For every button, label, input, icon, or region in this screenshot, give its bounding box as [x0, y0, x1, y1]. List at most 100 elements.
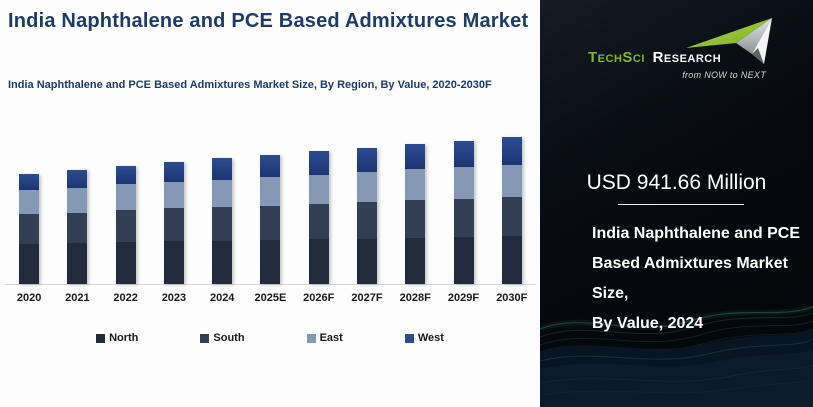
x-tick-label: 2022: [113, 292, 138, 304]
market-description-line: By Value, 2024: [592, 315, 704, 332]
x-tick-label: 2021: [65, 292, 90, 304]
bar-segment-south: [260, 205, 281, 241]
bar-stack: [405, 144, 426, 284]
x-axis-labels: 2020 2021 2022 2023 2024 2025E 2026F 2027F 2028F…: [5, 292, 536, 304]
legend-label: South: [213, 332, 245, 344]
bar-segment-east: [115, 184, 136, 211]
bar-segment-west: [501, 137, 522, 166]
bar-segment-east: [19, 190, 40, 214]
legend-marker-north: [96, 333, 106, 343]
market-description-line: India Naphthalene and PCE: [592, 225, 801, 242]
x-tick-label: 2027F: [351, 292, 383, 304]
divider-line: [618, 204, 744, 205]
legend-label: West: [417, 332, 444, 344]
bar-segment-west: [212, 158, 233, 180]
bar-stack: [115, 166, 136, 284]
bar-segment-west: [260, 155, 281, 177]
legend-item-south: South: [200, 332, 245, 344]
legend-label: East: [319, 332, 343, 344]
bar-stack: [212, 158, 233, 284]
bar-segment-south: [405, 200, 426, 238]
bar-segment-west: [356, 148, 377, 173]
bar-stack: [356, 148, 377, 284]
brand-tagline: from NOW to NEXT: [682, 70, 766, 80]
bar-column: [246, 155, 294, 284]
chart-legend: North South East West: [0, 332, 540, 344]
bar-segment-south: [453, 198, 474, 237]
brand-name-research: Research: [652, 49, 722, 66]
legend-marker-east: [306, 333, 316, 343]
brand-name-techsci: TechSci: [588, 49, 645, 66]
bar-stack: [163, 161, 184, 284]
legend-item-north: North: [96, 332, 138, 344]
bar-segment-south: [19, 214, 40, 244]
bar-segment-east: [163, 181, 184, 208]
x-tick-label: 2024: [209, 292, 235, 304]
page-title: India Naphthalene and PCE Based Admixtur…: [8, 10, 529, 32]
bar-segment-north: [67, 243, 88, 284]
bar-segment-north: [212, 240, 233, 284]
bar-segment-south: [308, 203, 329, 240]
x-tick-label: 2030F: [496, 292, 528, 304]
x-tick-label: 2028F: [399, 292, 431, 304]
bar-segment-north: [163, 240, 184, 284]
bar-segment-west: [19, 173, 40, 190]
bar-segment-east: [308, 174, 329, 204]
bar-segment-south: [356, 202, 377, 240]
chart-subtitle: India Naphthalene and PCE Based Admixtur…: [8, 79, 492, 91]
bar-segment-east: [501, 165, 522, 198]
bar-stack: [308, 150, 329, 284]
x-tick-label: 2029F: [447, 292, 480, 304]
bar-segment-south: [212, 206, 233, 241]
brand-name: TechSci Research: [588, 49, 721, 66]
market-value: USD 941.66 Million: [586, 171, 767, 194]
bar-segment-east: [260, 176, 281, 206]
paper-plane-icon: [686, 18, 772, 64]
bar-segment-north: [260, 240, 281, 284]
market-description-line: Based Admixtures Market Size,: [592, 255, 788, 302]
legend-item-east: East: [306, 332, 343, 344]
bar-segment-west: [453, 141, 474, 168]
bar-column: [343, 148, 391, 284]
x-tick-label: 2023: [161, 292, 187, 304]
bar-stack: [67, 170, 88, 284]
bar-segment-south: [501, 197, 522, 236]
bar-stack: [19, 173, 40, 284]
bar-column: [150, 161, 198, 284]
bar-column: [102, 166, 150, 284]
bar-segment-north: [453, 237, 474, 284]
x-tick-label: 2020: [16, 292, 42, 304]
wave-pattern-decoration: [540, 304, 813, 407]
x-tick-label: 2025E: [254, 292, 287, 304]
bar-segment-west: [308, 150, 329, 175]
legend-marker-south: [200, 333, 210, 343]
bar-segment-north: [19, 244, 40, 284]
legend-label: North: [109, 332, 139, 344]
bar-column: [5, 173, 53, 284]
techsci-logo: TechSci Research from NOW to NEXT: [586, 18, 776, 80]
bar-segment-west: [163, 161, 184, 182]
bar-chart: [5, 133, 536, 285]
bar-column: [488, 137, 536, 284]
bar-stack: [260, 155, 281, 284]
bar-segment-north: [308, 239, 329, 284]
bar-segment-south: [163, 207, 184, 241]
bar-column: [391, 144, 439, 284]
bar-column: [295, 150, 343, 284]
bar-segment-north: [356, 239, 377, 284]
bar-column: [53, 170, 101, 284]
bar-segment-north: [501, 236, 522, 284]
bar-segment-east: [405, 169, 426, 201]
bar-stack: [453, 141, 474, 284]
chart-section: India Naphthalene and PCE Based Admixtur…: [0, 10, 540, 344]
bar-segment-north: [115, 241, 136, 284]
bar-column: [439, 141, 487, 284]
bar-segment-east: [212, 179, 233, 207]
bar-segment-east: [356, 172, 377, 203]
bar-segment-west: [115, 166, 136, 185]
market-description: India Naphthalene and PCE Based Admixtur…: [592, 219, 809, 339]
legend-marker-west: [404, 333, 414, 343]
bar-segment-east: [67, 188, 88, 213]
bar-segment-south: [67, 212, 88, 244]
